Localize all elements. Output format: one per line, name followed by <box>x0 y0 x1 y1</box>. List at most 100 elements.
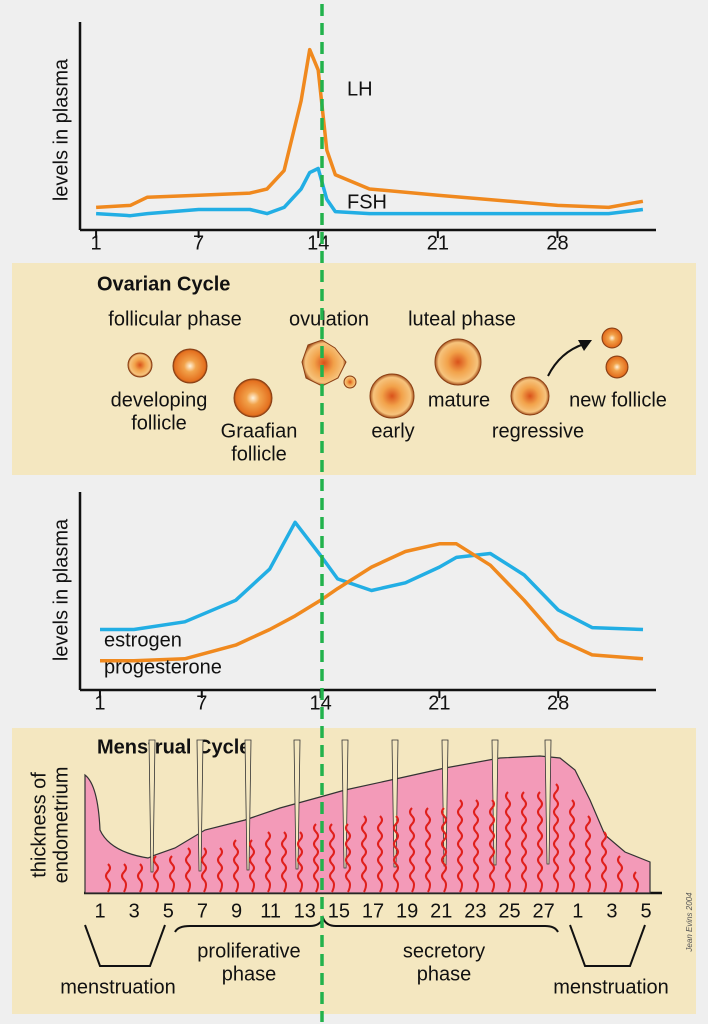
series-label: estrogen <box>104 629 182 651</box>
ovarian-panel <box>12 263 696 475</box>
blood-vessel <box>169 855 175 893</box>
line-series <box>95 47 644 210</box>
day-label: 1 <box>572 900 583 922</box>
ovarian-cycle: Ovarian Cycle follicular phase ovulation… <box>97 273 667 465</box>
corpus-luteum <box>510 376 550 416</box>
gland-gap <box>244 739 252 871</box>
day-label: 23 <box>464 900 486 922</box>
day-label: 5 <box>640 900 651 922</box>
blood-vessel <box>457 799 463 893</box>
y-axis-label: levels in plasma <box>50 58 72 201</box>
day-label: 1 <box>94 900 105 922</box>
phase-label: menstruation <box>60 976 176 998</box>
follicle <box>605 355 629 379</box>
gland-gap <box>148 739 156 873</box>
line-series <box>100 520 644 632</box>
day-label: 27 <box>533 900 555 922</box>
blood-vessel <box>201 847 207 893</box>
arrow-head <box>578 340 592 351</box>
y-axis-label: levels in plasma <box>50 518 72 661</box>
blood-vessel <box>521 791 527 893</box>
follicle <box>233 378 273 418</box>
series-label: FSH <box>347 191 387 213</box>
blood-vessel <box>537 791 543 893</box>
x-tick-label: 21 <box>427 232 449 254</box>
ovum <box>343 375 357 389</box>
day-label: 3 <box>606 900 617 922</box>
blood-vessel <box>121 863 127 893</box>
phase-label: phase <box>417 963 472 985</box>
y-axis-label: endometrium <box>50 767 72 884</box>
blood-vessel <box>345 823 351 893</box>
blood-vessel <box>409 807 415 893</box>
x-tick-label: 1 <box>91 232 102 254</box>
stage-label: regressive <box>492 420 584 442</box>
blood-vessel <box>297 831 303 893</box>
endometrium <box>84 755 651 894</box>
stage-label: mature <box>428 389 490 411</box>
stage-label: follicle <box>131 412 187 434</box>
corpus-luteum <box>369 373 415 419</box>
blood-vessel <box>137 863 143 893</box>
follicle <box>172 348 208 384</box>
x-tick-label: 14 <box>309 692 331 714</box>
hormone-chart-lh-fsh: levels in plasma 1 7 14 21 28 LH FSH <box>50 22 656 254</box>
stage-label: new follicle <box>569 389 667 411</box>
phase-label: follicular phase <box>108 308 241 330</box>
stage-label: early <box>371 420 414 442</box>
day-label: 17 <box>362 900 384 922</box>
blood-vessel <box>329 823 335 893</box>
bracket <box>569 924 646 967</box>
blood-vessel <box>489 799 495 893</box>
arrow <box>547 343 585 377</box>
phase-label: secretory <box>403 940 485 962</box>
stage-label: developing <box>111 389 208 411</box>
blood-vessel <box>265 831 271 893</box>
blood-vessel <box>249 839 255 893</box>
day-label: 19 <box>396 900 418 922</box>
phase-label: menstruation <box>553 976 669 998</box>
blood-vessel <box>425 807 431 893</box>
phase-label: proliferative <box>197 940 300 962</box>
blood-vessel <box>105 863 111 893</box>
blood-vessel <box>601 831 607 893</box>
blood-vessel <box>217 847 223 893</box>
x-tick-label: 21 <box>428 692 450 714</box>
phase-label: ovulation <box>289 308 369 330</box>
gland-gap <box>544 739 552 865</box>
blood-vessel <box>377 815 383 893</box>
stage-label: follicle <box>231 443 287 465</box>
blood-vessel <box>617 855 623 893</box>
y-axis-label: thickness of <box>28 772 50 878</box>
x-tick-label: 14 <box>307 232 329 254</box>
follicle <box>127 352 153 378</box>
blood-vessel <box>553 783 559 893</box>
stage-label: Graafian <box>221 420 298 442</box>
x-tick-label: 7 <box>196 692 207 714</box>
x-tick-label: 28 <box>547 692 569 714</box>
bracket <box>84 924 166 967</box>
day-label: 7 <box>197 900 208 922</box>
phase-label: luteal phase <box>408 308 516 330</box>
corpus-luteum <box>434 338 482 386</box>
blood-vessel <box>441 807 447 893</box>
day-label: 5 <box>163 900 174 922</box>
menstrual-cycle: Menstrual Cycle thickness of endometrium… <box>28 736 694 998</box>
signature: Jean Evins 2004 <box>685 892 694 953</box>
gland-gap <box>391 739 399 868</box>
blood-vessel <box>153 855 159 893</box>
day-label: 25 <box>498 900 520 922</box>
x-tick-label: 7 <box>193 232 204 254</box>
blood-vessel <box>633 871 639 893</box>
follicle <box>601 327 623 349</box>
day-label: 9 <box>231 900 242 922</box>
blood-vessel <box>313 823 319 893</box>
day-label: 21 <box>430 900 452 922</box>
day-label: 13 <box>294 900 316 922</box>
gland-gap <box>196 739 204 872</box>
blood-vessel <box>361 815 367 893</box>
blood-vessel <box>281 831 287 893</box>
blood-vessel <box>569 799 575 893</box>
day-label: 11 <box>260 900 281 922</box>
gland-gap <box>341 739 349 869</box>
